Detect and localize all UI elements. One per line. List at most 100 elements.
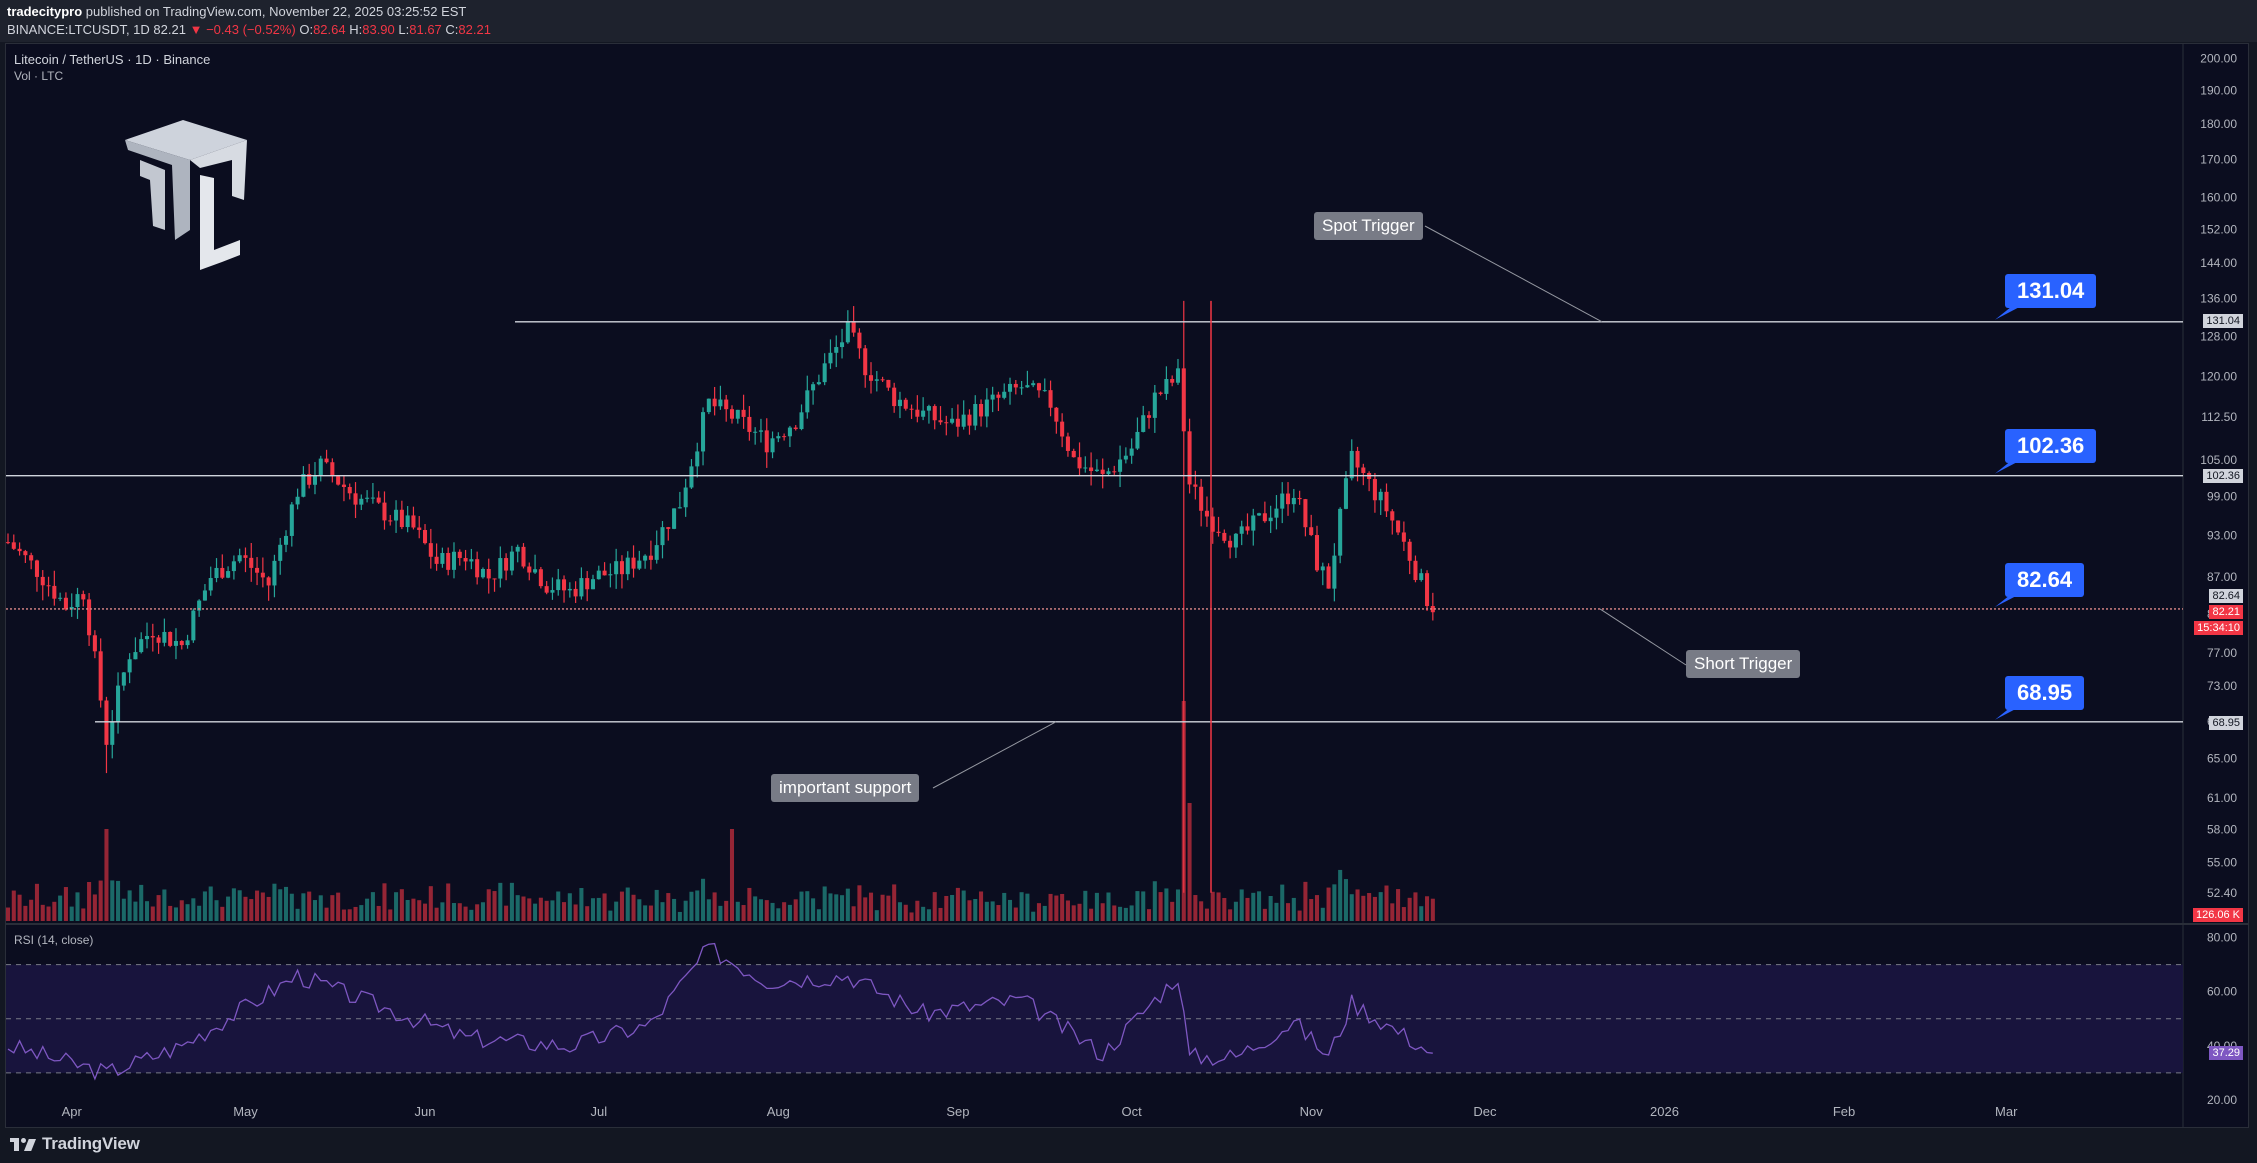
candle-body (533, 569, 538, 573)
volume-bar (463, 906, 468, 921)
axis-tag-102: 102.36 (2203, 469, 2243, 483)
volume-bar (1083, 890, 1088, 921)
candle-body (1118, 459, 1123, 472)
spot-trigger-note[interactable]: Spot Trigger (1314, 212, 1423, 240)
candle-body (562, 579, 567, 591)
candle-body (17, 548, 22, 552)
candle-body (23, 551, 28, 556)
level-102-label[interactable]: 102.36 (2005, 429, 2097, 463)
volume-bar (538, 897, 543, 921)
candle-body (87, 599, 92, 636)
volume-bar (921, 906, 926, 921)
volume-bar (608, 910, 613, 921)
price-tick-label: 52.40 (2207, 886, 2237, 900)
volume-bar (1187, 803, 1192, 921)
volume-bar (805, 891, 810, 921)
volume-bar (631, 894, 636, 921)
volume-bar (1280, 884, 1285, 921)
volume-legend[interactable]: Vol · LTC (14, 69, 64, 83)
candle-body (359, 498, 364, 505)
volume-bar (168, 905, 173, 921)
candle-body (1031, 383, 1036, 386)
candle-body (1419, 573, 1424, 581)
volume-bar (1291, 897, 1296, 921)
volume-bar (1065, 900, 1070, 921)
candle-body (1280, 493, 1285, 509)
candle-body (1007, 383, 1013, 392)
candle-body (1425, 573, 1430, 607)
volume-bar (1233, 901, 1238, 921)
candle-body (139, 639, 144, 653)
volume-bar (672, 898, 677, 921)
candle-body (596, 570, 601, 580)
volume-bar (17, 894, 22, 921)
volume-bar (330, 895, 335, 921)
publish-text: published on TradingView.com, November 2… (82, 4, 467, 19)
volume-bar (932, 892, 937, 921)
candle-body (1396, 520, 1401, 533)
author-name[interactable]: tradecitypro (7, 4, 83, 19)
candle-body (805, 390, 810, 413)
volume-bar (347, 909, 352, 921)
level-68-label[interactable]: 68.95 (2005, 676, 2085, 710)
volume-bar (434, 907, 439, 921)
candle-body (1158, 392, 1163, 394)
level-82-label[interactable]: 82.64 (2005, 563, 2085, 597)
volume-bar (1106, 892, 1111, 921)
level-131-label[interactable]: 131.04 (2005, 274, 2097, 308)
candle-body (1089, 467, 1094, 472)
volume-bar (336, 892, 341, 921)
volume-bar (260, 892, 265, 921)
candle-body (619, 561, 624, 575)
candle-body (260, 572, 265, 578)
candle-body (191, 610, 196, 641)
candle-body (133, 652, 138, 660)
volume-bar (903, 904, 908, 921)
candle-body (724, 399, 729, 410)
volume-bar (208, 886, 213, 921)
symbol-legend[interactable]: Litecoin / TetherUS · 1D · Binance (14, 52, 211, 67)
volume-bar (1013, 907, 1018, 921)
volume-bar (1060, 893, 1065, 921)
time-tick-label: Apr (62, 1104, 83, 1119)
volume-bar (139, 884, 144, 921)
volume-bar (127, 890, 132, 921)
short-trigger-note[interactable]: Short Trigger (1686, 650, 1801, 678)
volume-bar (370, 892, 375, 921)
candle-body (243, 555, 248, 558)
candle-body (1309, 527, 1314, 536)
price-tick-label: 58.00 (2207, 823, 2237, 837)
candle-body (498, 558, 503, 579)
low-value: 81.67 (409, 22, 442, 37)
price-tick-label: 144.00 (2200, 256, 2237, 270)
candle-body (1372, 478, 1377, 501)
time-tick-label: May (233, 1104, 258, 1119)
candle-body (1320, 566, 1325, 571)
price-tick-label: 170.00 (2200, 153, 2237, 167)
volume-bar (237, 890, 242, 921)
volume-bar (1309, 899, 1314, 921)
price-tick-label: 120.00 (2200, 370, 2237, 384)
chart-frame[interactable] (5, 43, 2249, 1128)
rsi-legend[interactable]: RSI (14, close) (14, 933, 94, 947)
volume-bar (255, 890, 260, 921)
volume-bar (1146, 909, 1152, 921)
candle-body (660, 527, 665, 546)
tradingview-icon (10, 1136, 36, 1152)
candle-body (1170, 379, 1175, 383)
volume-bar (1036, 903, 1042, 921)
candle-body (475, 559, 480, 578)
volume-bar (828, 893, 833, 921)
candle-body (515, 546, 520, 552)
candle-body (1413, 560, 1418, 581)
volume-bar (544, 900, 549, 921)
candle-body (110, 721, 115, 745)
volume-bar (312, 900, 318, 921)
volume-bar (179, 900, 184, 921)
volume-bar (5, 907, 11, 921)
candle-body (1187, 431, 1192, 485)
important-support-note[interactable]: important support (771, 774, 920, 802)
tradingview-logo[interactable]: TradingView (10, 1134, 140, 1154)
volume-bar (1112, 905, 1117, 921)
